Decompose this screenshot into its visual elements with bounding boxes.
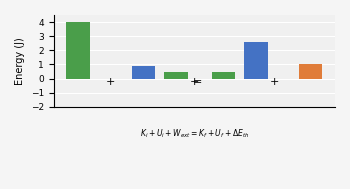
Bar — [212, 72, 235, 79]
Bar — [164, 72, 188, 79]
Text: $K_i + U_i + W_{ext} = K_f + U_f + \Delta E_{th}$: $K_i + U_i + W_{ext} = K_f + U_f + \Delt… — [140, 127, 249, 139]
Bar — [244, 42, 268, 79]
Text: +: + — [106, 77, 116, 87]
Bar — [66, 22, 90, 79]
Bar — [132, 66, 155, 79]
Text: +: + — [190, 77, 199, 87]
Text: =: = — [193, 77, 203, 87]
Text: +: + — [270, 77, 279, 87]
Bar — [299, 64, 322, 79]
Y-axis label: Energy (J): Energy (J) — [15, 37, 25, 85]
